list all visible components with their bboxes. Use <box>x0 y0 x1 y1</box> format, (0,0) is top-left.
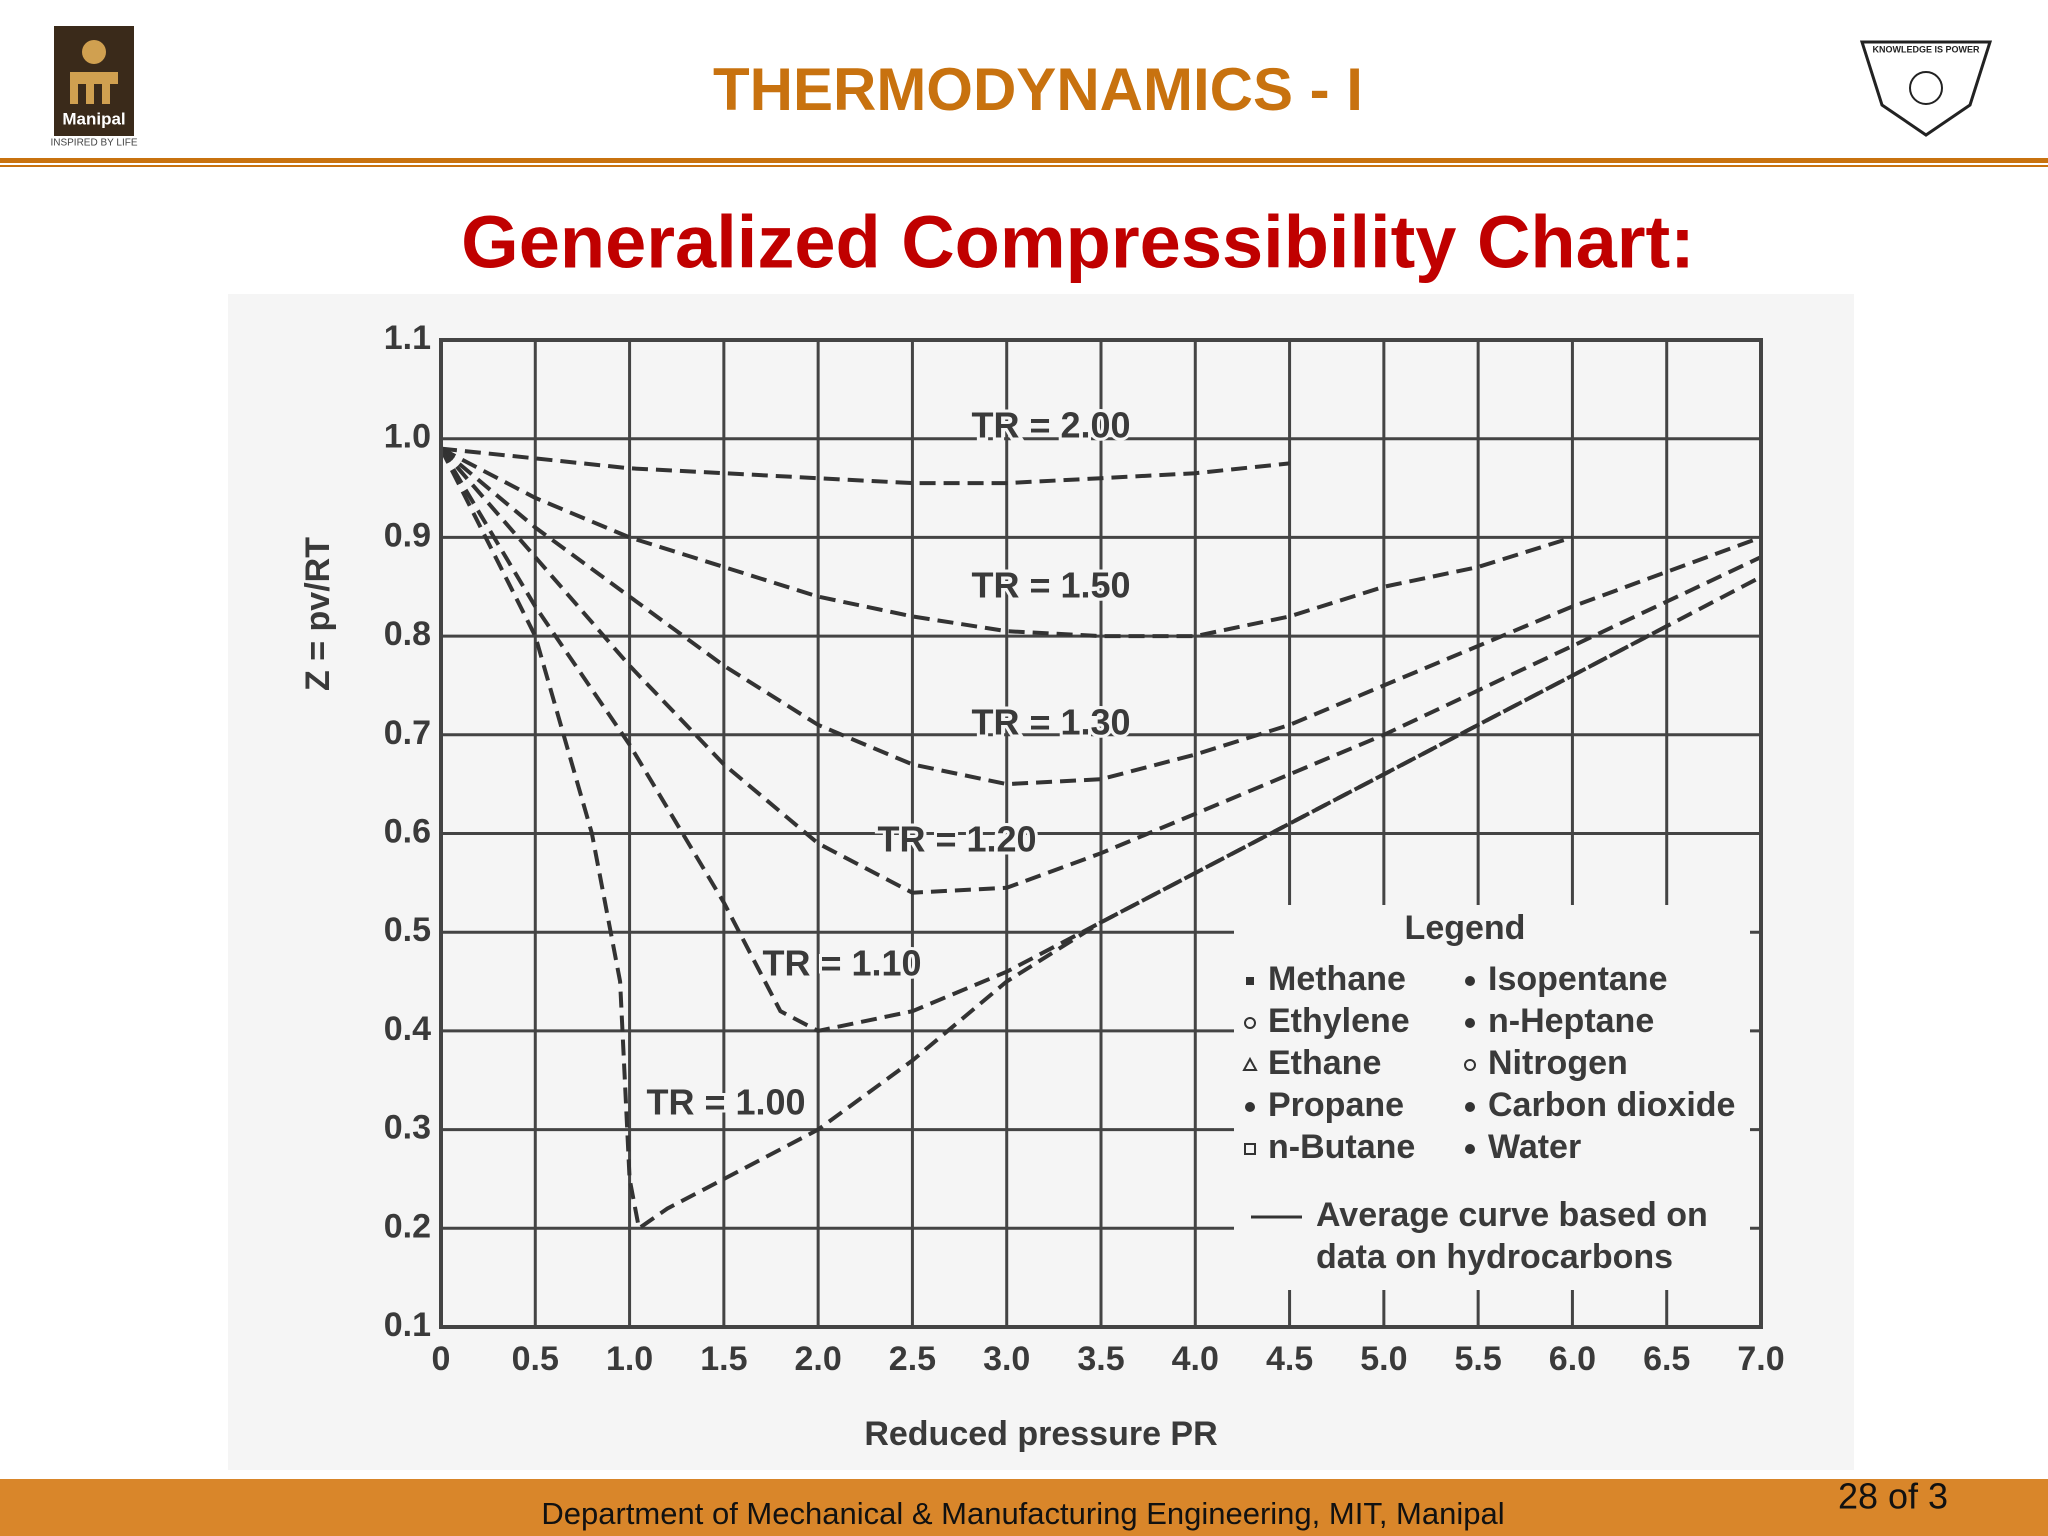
x-tick-label: 0 <box>432 1340 451 1378</box>
y-axis-label: Z = pv/RT <box>299 537 337 691</box>
x-tick-label: 5.0 <box>1360 1340 1407 1378</box>
y-tick-label: 0.9 <box>384 516 431 554</box>
legend-symbol <box>1465 1102 1475 1112</box>
legend-title: Legend <box>1405 909 1526 947</box>
legend-symbol <box>1244 1143 1256 1155</box>
x-tick-label: 3.0 <box>983 1340 1030 1378</box>
y-tick-label: 0.6 <box>384 812 431 850</box>
series-label: TR = 1.20 <box>877 819 1036 860</box>
legend-label: Ethylene <box>1268 1002 1410 1040</box>
series-label: TR = 2.00 <box>971 405 1130 446</box>
legend-symbol <box>1244 1017 1256 1029</box>
legend-label: Carbon dioxide <box>1488 1086 1735 1124</box>
y-tick-label: 0.8 <box>384 615 431 653</box>
y-tick-label: 0.4 <box>384 1010 431 1048</box>
chart: 0 0.5 1.0 1.5 2.0 2.5 3.0 3.5 4.0 4.5 5.0 5.5 6.0 6.5… <box>299 319 1785 1453</box>
left-logo: Manipal INSPIRED BY LIFE <box>50 26 138 149</box>
legend-symbol <box>1465 1018 1475 1028</box>
footer-text: Department of Mechanical & Manufacturing… <box>541 1496 1504 1531</box>
series-label: TR = 1.50 <box>971 565 1130 606</box>
y-tick-label: 0.1 <box>384 1306 431 1344</box>
crest <box>1859 40 1993 137</box>
crest-icon <box>1909 71 1943 105</box>
crest-motto: KNOWLEDGE IS POWER <box>1872 44 1980 54</box>
x-axis-label: Reduced pressure PR <box>864 1415 1217 1453</box>
legend-note: data on hydrocarbons <box>1316 1238 1673 1276</box>
series-label: TR = 1.30 <box>971 702 1130 743</box>
legend-label: Methane <box>1268 960 1406 998</box>
series-line <box>439 447 1668 1232</box>
x-tick-label: 6.5 <box>1643 1340 1690 1378</box>
logo-icon <box>82 40 106 64</box>
legend-label: Isopentane <box>1488 960 1667 998</box>
series-line <box>439 447 1762 1034</box>
legend-label: Propane <box>1268 1086 1404 1124</box>
page-number: 28 of 3 <box>1838 1476 1948 1517</box>
logo-tagline: INSPIRED BY LIFE <box>50 138 137 149</box>
x-tick-label: 7.0 <box>1737 1340 1784 1378</box>
right-logo: KNOWLEDGE IS POWER <box>1859 40 1993 137</box>
x-tick-label: 1.5 <box>700 1340 747 1378</box>
x-tick-label: 6.0 <box>1549 1340 1596 1378</box>
logo-icon <box>70 72 118 104</box>
x-tick-label: 4.0 <box>1172 1340 1219 1378</box>
header-rule <box>0 158 2048 163</box>
legend-box <box>1234 905 1750 1290</box>
legend-symbol <box>1465 1144 1475 1154</box>
x-tick-label: 5.5 <box>1455 1340 1502 1378</box>
legend-label: Water <box>1488 1128 1581 1166</box>
x-tick-label: 3.5 <box>1077 1340 1124 1378</box>
y-tick-label: 0.2 <box>384 1207 431 1245</box>
legend-symbol <box>1465 976 1475 986</box>
y-tick-label: 1.1 <box>384 319 431 357</box>
series-line <box>439 447 1762 787</box>
y-tick-label: 0.5 <box>384 911 431 949</box>
y-tick-label: 0.3 <box>384 1109 431 1147</box>
slide-title: Generalized Compressibility Chart: <box>461 201 1695 284</box>
header-title: THERMODYNAMICS - I <box>713 56 1363 123</box>
x-tick-label: 0.5 <box>512 1340 559 1378</box>
legend-note: Average curve based on <box>1316 1196 1708 1234</box>
chart-background <box>228 294 1854 1470</box>
legend-label: Ethane <box>1268 1044 1381 1082</box>
legend-label: Nitrogen <box>1488 1044 1628 1082</box>
x-tick-label: 2.5 <box>889 1340 936 1378</box>
legend-symbol <box>1464 1059 1476 1071</box>
legend-symbol <box>1242 1056 1258 1071</box>
plot-frame <box>439 338 1763 1329</box>
x-tick-label: 2.0 <box>795 1340 842 1378</box>
legend-symbol <box>1246 977 1254 985</box>
y-tick-label: 1.0 <box>384 418 431 456</box>
x-tick-label: 4.5 <box>1266 1340 1313 1378</box>
legend-symbol <box>1245 1102 1255 1112</box>
series-label: TR = 1.10 <box>762 943 921 984</box>
header-rule <box>0 165 2048 167</box>
legend-label: n-Heptane <box>1488 1002 1654 1040</box>
series-line <box>439 447 1762 895</box>
footer-band <box>0 1479 2048 1536</box>
logo-name: Manipal <box>62 109 125 128</box>
y-tick-label: 0.7 <box>384 714 431 752</box>
series-line <box>440 446 1290 486</box>
x-tick-label: 1.0 <box>606 1340 653 1378</box>
legend-label: n-Butane <box>1268 1128 1415 1166</box>
series-label: TR = 1.00 <box>646 1082 805 1123</box>
